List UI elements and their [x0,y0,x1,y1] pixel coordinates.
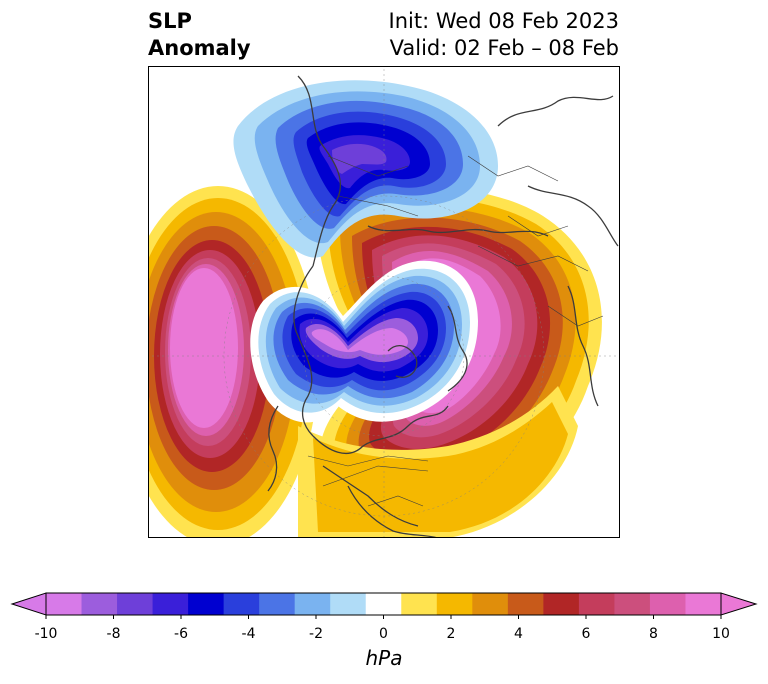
title-line-1: SLP [148,9,192,33]
coastlines [267,75,619,538]
positive-anomaly-north-pacific [148,186,318,538]
valid-range: Valid: 02 Feb – 08 Feb [389,36,619,60]
colorbar-tick-label: 2 [446,626,456,642]
colorbar-tick-label: -6 [174,626,188,642]
colorbar-extend-high [720,592,758,616]
colorbar-segment [152,593,189,615]
colorbar-segment [294,593,331,615]
graticule [148,66,620,538]
colorbar-segment [543,593,580,615]
colorbar-segment [649,593,686,615]
colorbar-tick-label: 10 [712,626,730,642]
colorbar-tick-label: -4 [241,626,256,642]
colorbar-tick-label: -2 [309,626,323,642]
colorbar-segment [259,593,296,615]
colorbar-segment [188,593,225,615]
colorbar-segment [81,593,118,615]
colorbar-bar [10,592,758,619]
colorbar-segment [223,593,260,615]
colorbar-tick-label: -8 [106,626,121,642]
colorbar-segment [117,593,154,615]
colorbar-segment [507,593,544,615]
negative-anomaly-arctic-ring [250,260,478,423]
colorbar-segment [436,593,473,615]
map-frame-border [148,66,620,538]
colorbar-segment [46,593,83,615]
colorbar-segment [365,593,402,615]
map-title: SLP Anomaly [148,8,251,62]
negative-anomaly-north-america [233,80,498,258]
positive-anomaly-north-atlantic [298,386,578,538]
colorbar-segment [578,593,615,615]
title-line-2: Anomaly [148,36,251,60]
colorbar-tick-label: 8 [649,626,658,642]
map-subtitle: Init: Wed 08 Feb 2023 Valid: 02 Feb – 08… [389,8,619,62]
colorbar-segment [685,593,722,615]
map-panel [148,66,620,538]
political-borders [307,155,604,507]
anomaly-map [148,66,620,538]
colorbar-tick-label: 6 [581,626,591,642]
colorbar-unit-label: hPa [365,646,403,670]
colorbar-segment [614,593,651,615]
colorbar-segment [472,593,509,615]
colorbar-segment [330,593,367,615]
colorbar-tick-label: 0 [379,626,388,642]
colorbar [0,585,768,684]
colorbar-extend-low [10,592,47,616]
init-date: Init: Wed 08 Feb 2023 [388,9,619,33]
colorbar-segment [401,593,438,615]
colorbar-tick-label: -10 [34,626,58,642]
colorbar-tick-label: 4 [514,626,523,642]
